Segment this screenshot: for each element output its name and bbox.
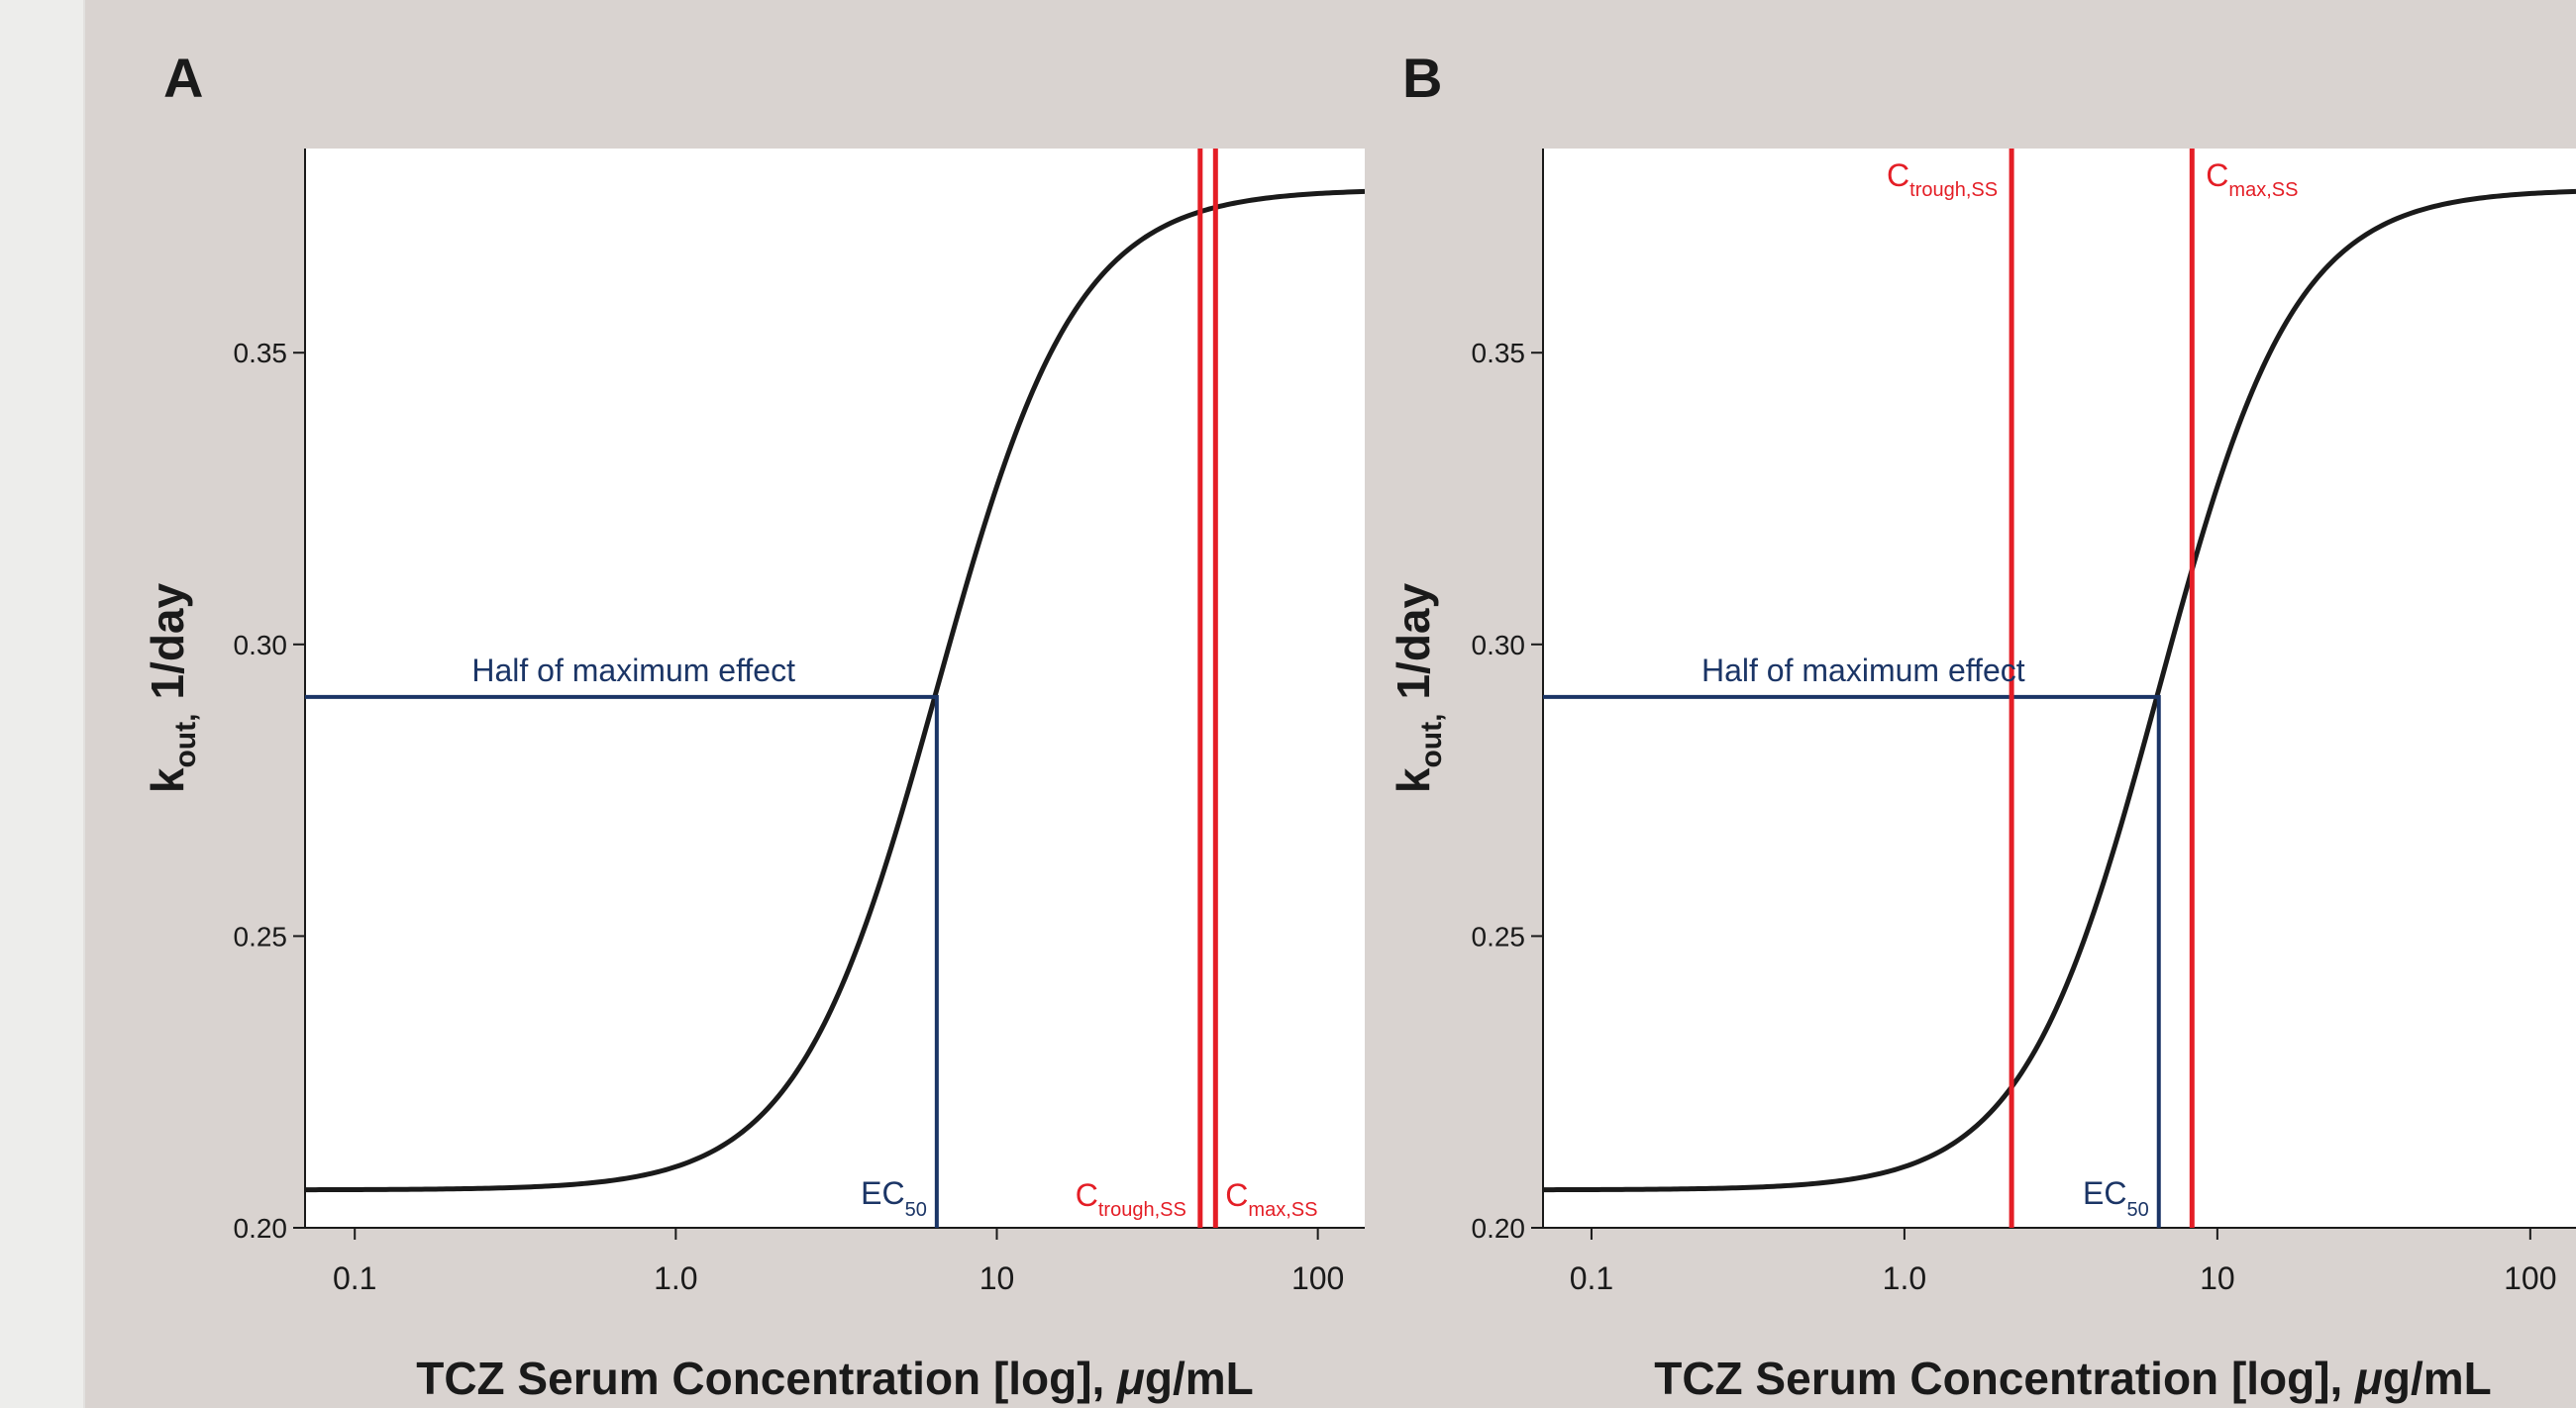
plot-area bbox=[1543, 149, 2576, 1228]
plot-content bbox=[305, 149, 1365, 1228]
x-tick-label: 1.0 bbox=[654, 1260, 697, 1296]
y-tick-label: 0.30 bbox=[234, 630, 288, 660]
ec50-label: EC50 bbox=[2083, 1175, 2149, 1221]
response-curve bbox=[1543, 188, 2576, 1193]
x-axis-title: TCZ Serum Concentration [log], μg/mL bbox=[1654, 1353, 2492, 1404]
x-tick-label: 0.1 bbox=[1570, 1260, 1613, 1296]
steady-state-label: Cmax,SS bbox=[1225, 1177, 1317, 1221]
x-tick-label: 10 bbox=[979, 1260, 1015, 1296]
panel-b: B 0.20 0.25 0.30 0.35 0.1 1.0 10 100 TCZ Serum Co… bbox=[1388, 47, 2576, 1404]
x-tick-label: 10 bbox=[2200, 1260, 2235, 1296]
panel-label: A bbox=[163, 47, 203, 109]
steady-state-label: Cmax,SS bbox=[2206, 157, 2298, 201]
x-tick-label: 100 bbox=[1291, 1260, 1344, 1296]
ec50-guide-line bbox=[1543, 694, 2161, 1228]
half-max-label: Half of maximum effect bbox=[1701, 653, 2025, 688]
x-axis-title: TCZ Serum Concentration [log], μg/mL bbox=[416, 1353, 1254, 1404]
y-tick-label: 0.25 bbox=[234, 921, 288, 952]
ec50-label: EC50 bbox=[861, 1175, 927, 1221]
left-margin-strip bbox=[0, 0, 85, 1408]
plot-content bbox=[1543, 149, 2576, 1228]
y-axis-title: kout,1/day bbox=[1388, 582, 1448, 793]
x-tick-label: 100 bbox=[2504, 1260, 2556, 1296]
response-curve bbox=[305, 188, 1365, 1193]
steady-state-label: Ctrough,SS bbox=[1076, 1177, 1186, 1221]
y-tick-label: 0.35 bbox=[234, 338, 288, 368]
plot-area bbox=[305, 149, 1365, 1228]
steady-state-label: Ctrough,SS bbox=[1887, 157, 1998, 201]
y-tick-label: 0.35 bbox=[1472, 338, 1526, 368]
y-tick-label: 0.20 bbox=[234, 1213, 288, 1244]
half-max-label: Half of maximum effect bbox=[471, 653, 795, 688]
x-tick-label: 0.1 bbox=[333, 1260, 376, 1296]
y-tick-label: 0.25 bbox=[1472, 921, 1526, 952]
y-tick-label: 0.20 bbox=[1472, 1213, 1526, 1244]
ec50-guide-line bbox=[305, 694, 939, 1228]
panel-a: A 0.20 0.25 0.30 0.35 0.1 1.0 10 100 TCZ Serum Co… bbox=[142, 47, 1365, 1404]
y-axis-title: kout,1/day bbox=[142, 582, 202, 793]
panel-label: B bbox=[1402, 47, 1442, 109]
x-tick-label: 1.0 bbox=[1883, 1260, 1926, 1296]
y-tick-label: 0.30 bbox=[1472, 630, 1526, 660]
